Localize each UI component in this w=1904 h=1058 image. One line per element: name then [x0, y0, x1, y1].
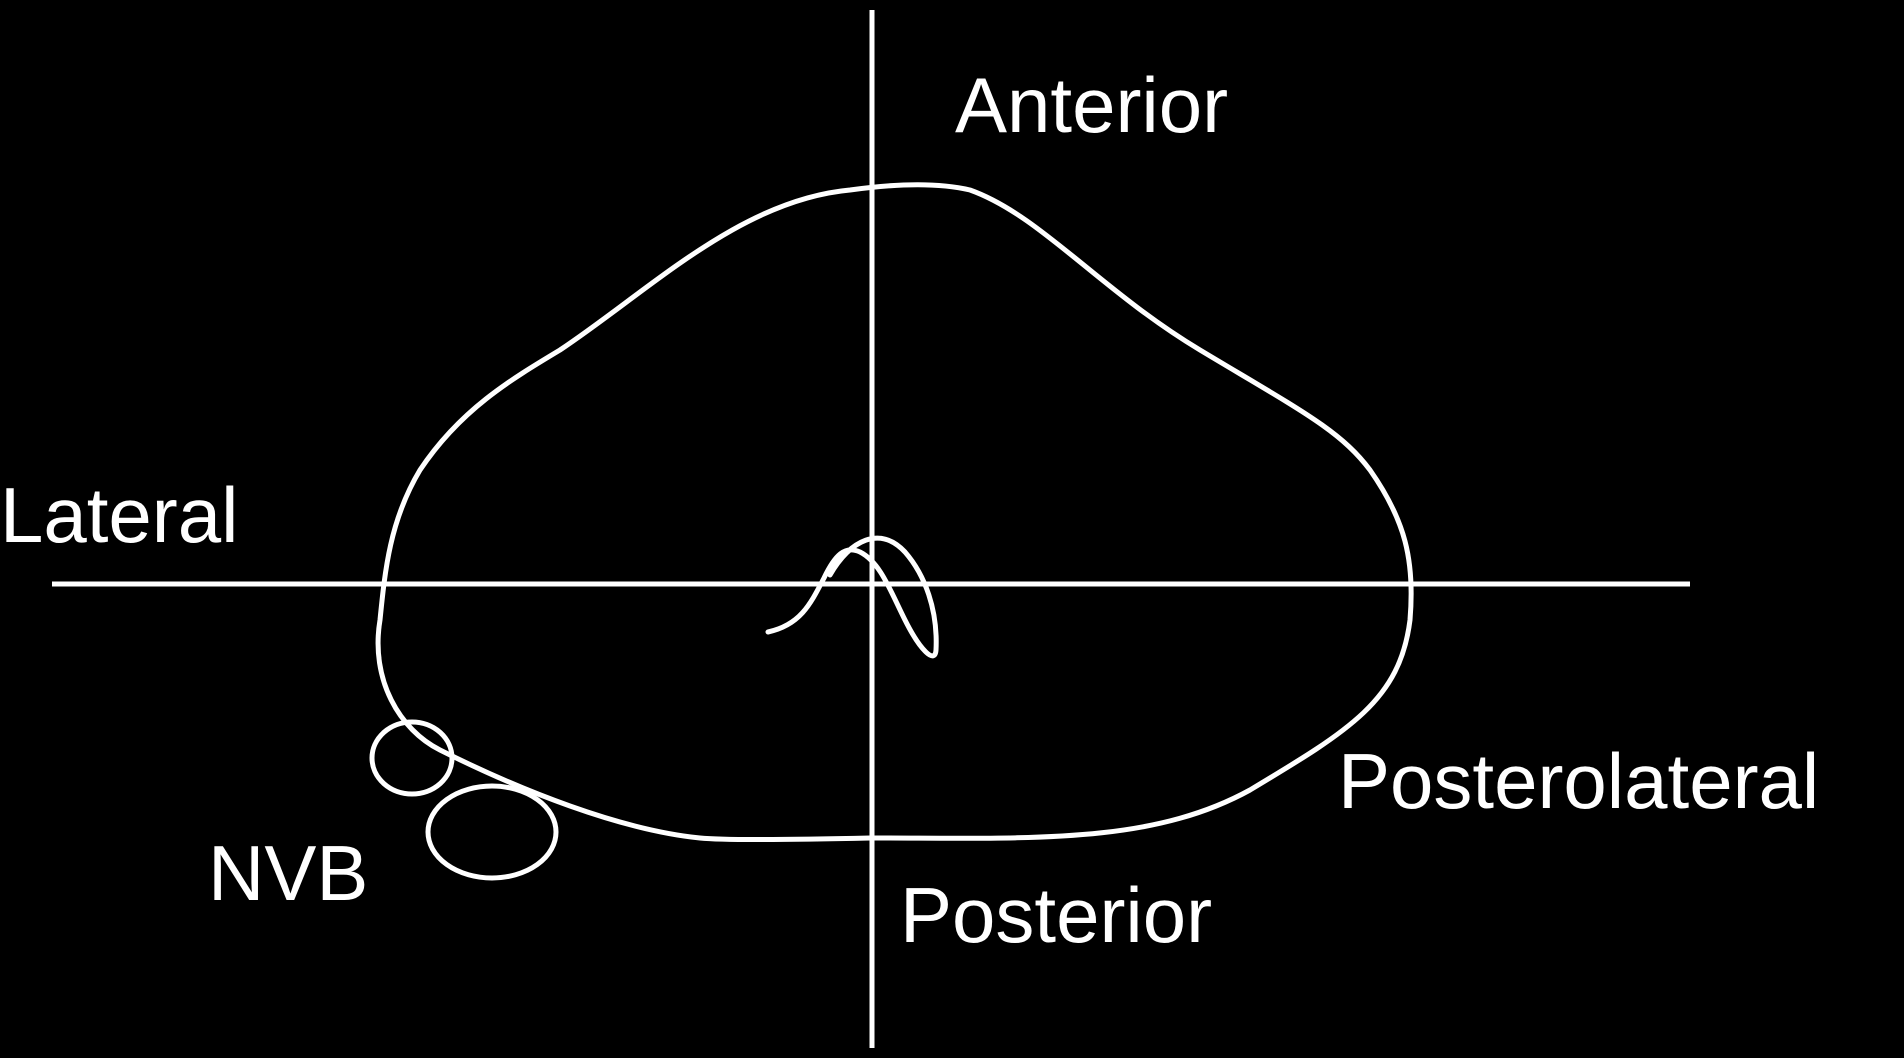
prostate-outline — [375, 182, 1414, 842]
urethra-mark — [765, 535, 939, 659]
posterior-label: Posterior — [900, 871, 1212, 959]
nvb-label: NVB — [208, 829, 368, 917]
posterolateral-label: Posterolateral — [1338, 737, 1819, 825]
nvb-circle-lower — [425, 783, 559, 881]
anterior-label: Anterior — [955, 61, 1228, 149]
lateral-label: Lateral — [0, 471, 239, 559]
nvb-circle-upper — [369, 719, 455, 797]
